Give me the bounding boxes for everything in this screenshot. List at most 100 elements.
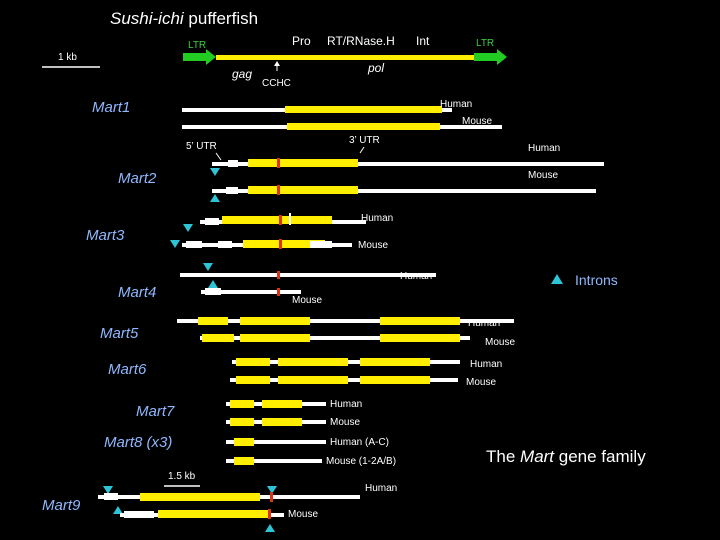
mart4-human-motif: [277, 271, 280, 279]
utr5-pointer: [215, 152, 222, 161]
mart9-human-exon: [140, 493, 260, 501]
scale-bar-top-label: 1 kb: [58, 52, 77, 63]
title-rest: pufferfish: [184, 9, 258, 28]
mart9-mouse-exon: [158, 510, 268, 518]
gene-label-mart4: Mart4: [118, 284, 156, 301]
mart2-mouse-exon: [248, 186, 358, 194]
mart3-mouse-exon3: [310, 241, 332, 248]
mart7-human-exon1: [230, 400, 254, 408]
utr3-pointer: [359, 146, 365, 154]
mart6-human-exon3: [360, 358, 430, 366]
mart6-human-exon2: [278, 358, 348, 366]
mart1-human-exon: [285, 106, 442, 113]
utr3-label: 3’ UTR: [349, 135, 380, 146]
intron-icon: [267, 486, 277, 494]
mart2-mouse-utr: [212, 189, 596, 193]
mart9-mouse-label: Mouse: [288, 509, 318, 520]
mart6-human-exon1: [236, 358, 270, 366]
intron-icon: [170, 240, 180, 248]
mart3-mouse-exon: [243, 240, 325, 248]
intron-icon: [208, 280, 218, 288]
element-body: [216, 55, 474, 60]
mart6-mouse-label: Mouse: [466, 377, 496, 388]
mart2-mouse-label: Mouse: [528, 170, 558, 181]
pro-label: Pro: [292, 34, 311, 48]
mart9-mouse-motif: [268, 509, 271, 519]
mart3-mouse-exon2: [218, 241, 232, 248]
mart2-human-label: Human: [528, 143, 560, 154]
intron-icon: [103, 486, 113, 494]
gene-label-mart7: Mart7: [136, 403, 175, 420]
mart5-mouse-utr: [200, 336, 470, 340]
ltr-left-arrow: [183, 49, 216, 65]
mart2-human-exon1: [228, 160, 238, 167]
introns-legend-label: Introns: [575, 272, 618, 288]
mart5-human-label: Human: [468, 318, 500, 329]
intron-icon: [183, 224, 193, 232]
mart2-human-exon: [248, 159, 358, 167]
int-label: Int: [416, 34, 430, 48]
gene-mart3: Mart3 Human Mouse: [86, 213, 393, 251]
mart5-mouse-label: Mouse: [485, 337, 515, 348]
pol-label: pol: [367, 61, 384, 75]
mart3-mouse-exon1: [186, 241, 202, 248]
intron-icon: [203, 263, 213, 271]
mart2-mouse-motif: [277, 185, 280, 195]
mart8-human-label: Human (A-C): [330, 437, 389, 448]
mart5-human-exon1: [198, 317, 228, 325]
gene-label-mart8: Mart8 (x3): [104, 434, 172, 451]
mart3-human-exon1: [205, 218, 219, 225]
mart4-mouse-label: Mouse: [292, 295, 322, 306]
mart1-mouse-exon: [287, 123, 440, 130]
mart1-human-label: Human: [440, 99, 472, 110]
gene-label-mart5: Mart5: [100, 325, 139, 342]
mart7-mouse-exon2: [262, 418, 302, 426]
gene-mart7: Mart7 Human Mouse: [136, 399, 362, 428]
gene-mart8: Mart8 (x3) Human (A-C) Mouse (1-2A/B): [104, 434, 396, 467]
mart6-mouse-exon1: [236, 376, 270, 384]
mart8-human-utr: [226, 440, 326, 444]
title-italic: Sushi-ichi: [110, 9, 185, 28]
intron-icon: [210, 168, 220, 176]
mart3-human-tick: [289, 213, 291, 225]
mart3-mouse-motif: [279, 239, 282, 249]
rt-rnaseh-label: RT/RNase.H: [327, 34, 395, 48]
introns-legend: Introns: [551, 272, 618, 288]
mart1-mouse-label: Mouse: [462, 116, 492, 127]
ltr-right-label: LTR: [476, 38, 494, 49]
mart5-human-exon2: [240, 317, 310, 325]
gene-mart9: Mart9 Human Mouse: [42, 483, 397, 532]
intron-icon: [113, 506, 123, 514]
mart3-human-exon: [222, 216, 332, 224]
cchc-label: CCHC: [262, 78, 291, 89]
mart6-human-label: Human: [470, 359, 502, 370]
gene-label-mart2: Mart2: [118, 170, 157, 187]
mart7-mouse-label: Mouse: [330, 417, 360, 428]
mart4-mouse-exon1: [205, 288, 221, 295]
diagram-title: Sushi-ichi pufferfish: [110, 9, 258, 28]
mart7-human-label: Human: [330, 399, 362, 410]
mart2-human-utr: [212, 162, 604, 166]
mart7-human-exon2: [262, 400, 302, 408]
mart2-mouse-exon1: [226, 187, 238, 194]
mart8-mouse-utr: [226, 459, 322, 463]
gene-mart5: Mart5 Human Mouse: [100, 317, 515, 348]
mart3-human-label: Human: [361, 213, 393, 224]
mart5-mouse-exon3: [380, 334, 460, 342]
mart5-human-utr: [177, 319, 514, 323]
gene-mart6: Mart6 Human Mouse: [108, 358, 502, 388]
footer-italic: Mart: [520, 447, 555, 466]
ltr-right-arrow: [474, 49, 507, 65]
mart6-mouse-exon3: [360, 376, 430, 384]
mart6-mouse-exon2: [278, 376, 348, 384]
gene-label-mart1: Mart1: [92, 99, 130, 116]
mart5-mouse-exon2: [240, 334, 310, 342]
utr5-label: 5’ UTR: [186, 141, 217, 152]
mart9-human-exon1: [104, 493, 118, 500]
mart9-mouse-exon1: [124, 511, 154, 518]
mart8-mouse-label: Mouse (1-2A/B): [326, 456, 396, 467]
gene-label-mart3: Mart3: [86, 227, 125, 244]
gene-mart4: Mart4 Human Mouse: [118, 263, 436, 306]
sushi-ichi-element: LTR LTR Pro RT/RNase.H Int gag pol CCHC: [183, 34, 507, 89]
